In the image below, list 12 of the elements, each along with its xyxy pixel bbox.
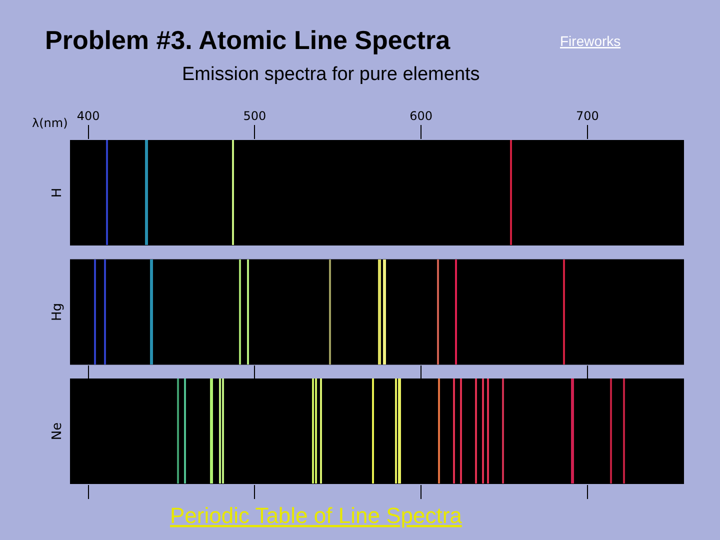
x-tick-label: 500 — [243, 109, 266, 124]
y-axis-title: Ne — [50, 422, 65, 440]
x-tick-label: 600 — [410, 109, 433, 124]
y-axis-title: H — [50, 188, 65, 198]
text: Fireworks — [560, 33, 621, 49]
chart-subtitle: Emission spectra for pure elements — [182, 64, 480, 85]
y-axis-title: Hg — [50, 302, 65, 322]
x-tick-label: 400 — [76, 109, 100, 124]
x-tick-label: 700 — [576, 109, 599, 124]
chart-title: Problem #3. Atomic Line Spectra — [45, 25, 451, 55]
text: Periodic Table of Line Spectra — [170, 503, 463, 528]
x-axis-title: λ(nm) — [32, 116, 68, 130]
